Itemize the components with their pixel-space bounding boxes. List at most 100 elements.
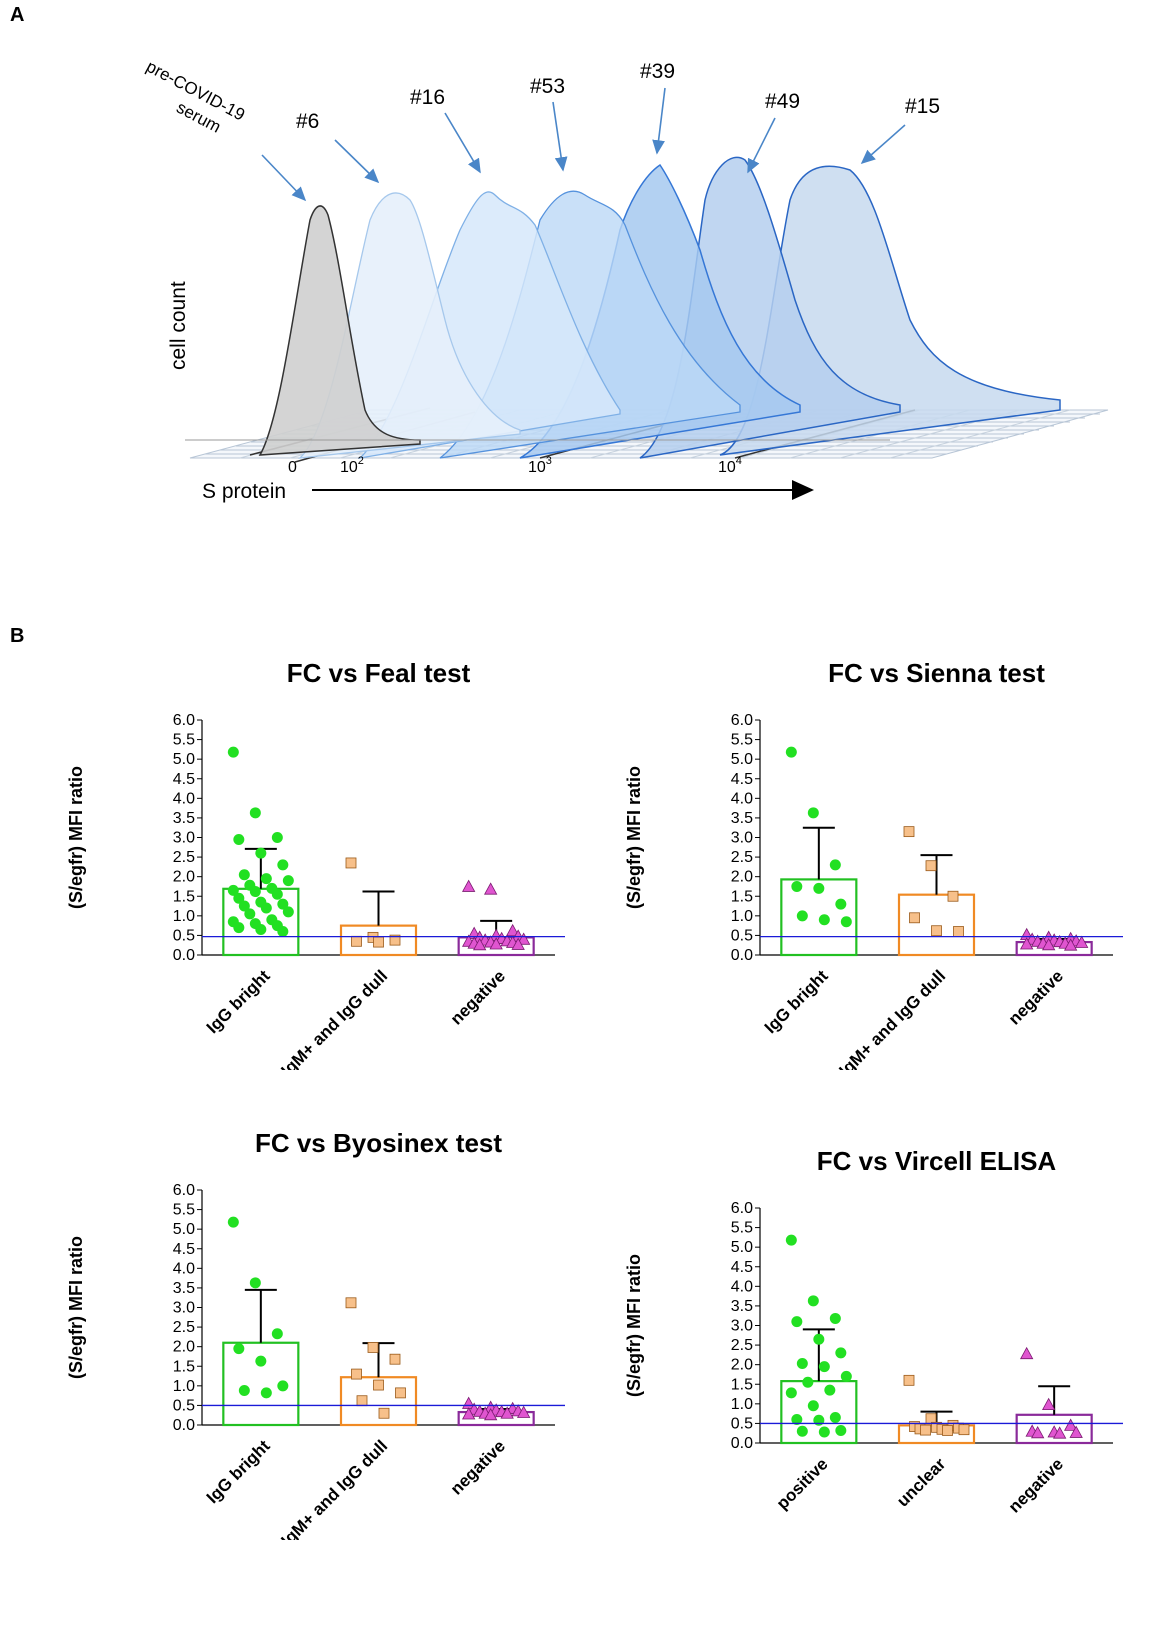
data-point <box>840 916 852 928</box>
data-point <box>953 926 964 937</box>
data-point <box>516 932 531 945</box>
label-pre-covid-serum: pre-COVID-19 serum <box>133 57 252 146</box>
category-label: negative <box>447 966 509 1028</box>
category-label: unclear <box>893 1454 949 1510</box>
data-point <box>255 1355 267 1367</box>
data-point <box>345 857 357 869</box>
y-tick-label: 3.0 <box>173 1300 195 1317</box>
y-tick-label: 5.0 <box>731 1239 753 1256</box>
y-tick-label: 4.5 <box>731 771 753 788</box>
chart-title: FC vs Feal test <box>287 658 471 688</box>
label-sample-16: #16 <box>410 86 445 109</box>
y-tick-label: 6.0 <box>731 1200 753 1217</box>
y-tick-label: 2.0 <box>731 1357 753 1374</box>
y-tick-label: 2.5 <box>173 1319 195 1336</box>
panel-a-tick-zero: 0 <box>288 459 297 476</box>
data-point <box>813 882 825 894</box>
y-tick-label: 0.5 <box>173 927 195 944</box>
data-point <box>1019 1346 1034 1360</box>
data-point <box>1041 1397 1056 1411</box>
data-point <box>244 908 256 920</box>
chart-feal-test: FC vs Feal test (S/egfr) MFI ratio 0.0 0.5 1… <box>66 658 565 1070</box>
category-label: negative <box>447 1436 509 1498</box>
data-point <box>249 886 261 898</box>
label-sample-53: #53 <box>530 75 565 98</box>
data-point <box>233 892 245 904</box>
label-sample-6: #6 <box>296 110 319 133</box>
y-tick-label: 4.0 <box>173 790 195 807</box>
data-point <box>238 869 250 881</box>
data-point <box>835 898 847 910</box>
category-label: IgG bright <box>203 966 274 1037</box>
data-point <box>255 847 267 859</box>
data-point <box>277 926 289 937</box>
data-point <box>516 1405 531 1418</box>
histogram-pre-covid <box>258 205 421 456</box>
chart-title: FC vs Vircell ELISA <box>817 1146 1057 1176</box>
y-tick-label: 6.0 <box>173 1182 195 1199</box>
y-tick-label: 1.0 <box>173 1378 195 1395</box>
y-tick-label: 5.5 <box>173 1202 195 1219</box>
panel-b-label: B <box>10 625 25 647</box>
data-point <box>282 906 294 918</box>
bar <box>222 887 300 957</box>
y-tick-label: 1.0 <box>173 908 195 925</box>
y-tick-label: 4.5 <box>173 771 195 788</box>
category-label: IgM+ and IgG dull <box>277 1436 391 1540</box>
y-tick-label: 0.0 <box>173 947 195 964</box>
data-point <box>511 937 525 950</box>
data-point <box>233 922 245 934</box>
data-point <box>835 1347 847 1359</box>
y-tick-label: 0.0 <box>731 1435 753 1452</box>
data-point <box>277 1380 289 1392</box>
data-point <box>958 1424 970 1436</box>
y-tick-label: 3.0 <box>731 830 753 847</box>
category-label: IgG bright <box>203 1436 274 1507</box>
data-point <box>395 1387 406 1399</box>
data-point <box>829 1412 841 1424</box>
category-label: negative <box>1005 966 1067 1028</box>
y-tick-label: 0.5 <box>731 927 753 944</box>
data-point <box>356 1395 368 1407</box>
label-sample-49: #49 <box>765 90 800 113</box>
data-point <box>1063 938 1078 951</box>
data-point <box>271 888 283 900</box>
y-tick-label: 1.0 <box>731 908 753 925</box>
data-point <box>1052 1426 1067 1439</box>
chart-sienna-test: FC vs Sienna test (S/egfr) MFI ratio 0.0 0.… <box>624 658 1123 1070</box>
data-point <box>785 746 797 758</box>
y-tick-label: 1.5 <box>173 888 195 905</box>
bar <box>897 893 976 957</box>
data-point <box>378 1407 390 1419</box>
data-point <box>271 1328 283 1340</box>
data-point <box>947 890 959 902</box>
chart-byosinex-test: FC vs Byosinex test (S/egfr) MFI ratio 0.0… <box>66 1128 565 1540</box>
label-sample-39: #39 <box>640 60 675 83</box>
data-point <box>813 1333 825 1345</box>
data-point <box>931 925 942 937</box>
data-point <box>785 1387 797 1399</box>
panel-a-ylabel: cell count <box>167 281 190 370</box>
y-tick-label: 3.5 <box>731 1298 753 1315</box>
data-point <box>389 934 401 946</box>
data-point <box>785 1234 797 1246</box>
data-point <box>903 826 915 838</box>
data-point <box>807 1295 819 1307</box>
data-point <box>807 1400 819 1412</box>
data-point <box>802 1376 814 1388</box>
data-point <box>925 860 937 872</box>
label-sample-15: #15 <box>905 95 940 118</box>
data-point <box>1069 1425 1083 1438</box>
y-tick-label: 2.5 <box>173 849 195 866</box>
data-point <box>489 937 503 950</box>
data-point <box>260 873 272 885</box>
data-point <box>1030 1425 1045 1439</box>
data-point <box>260 1387 272 1399</box>
panel-a-label: A <box>10 4 25 26</box>
y-tick-label: 2.0 <box>173 869 195 886</box>
data-point <box>903 1374 915 1386</box>
data-point <box>227 746 239 758</box>
category-label: positive <box>773 1454 832 1513</box>
data-point <box>829 1312 841 1324</box>
data-point <box>796 910 808 922</box>
